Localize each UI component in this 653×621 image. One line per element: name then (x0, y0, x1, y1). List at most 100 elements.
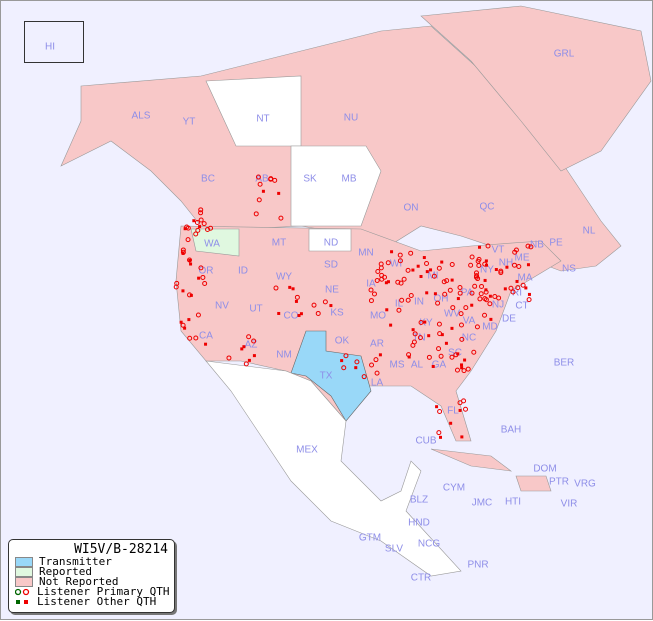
listener-marker (261, 189, 265, 193)
land-sk-mb (290, 145, 382, 227)
listener-marker (440, 260, 444, 264)
listener-marker (180, 249, 186, 255)
land-wa (190, 228, 240, 257)
listener-marker (373, 357, 379, 363)
legend: WI5V/B-28214 Transmitter Reported Not Re… (8, 539, 175, 613)
region-label-gtm: GTM (358, 532, 382, 544)
region-label-on: ON (403, 202, 419, 214)
listener-marker (435, 300, 441, 306)
listener-marker (405, 297, 411, 303)
listener-marker (513, 247, 519, 253)
region-label-tx: TX (319, 370, 333, 382)
listener-marker (397, 258, 403, 264)
region-label-mb: MB (341, 173, 357, 185)
listener-marker (256, 197, 262, 203)
listener-marker (378, 265, 384, 271)
listener-marker (200, 274, 206, 280)
listener-marker (243, 361, 249, 367)
listener-marker (374, 370, 380, 376)
region-label-yt: YT (182, 116, 196, 128)
listener-marker (189, 262, 193, 266)
listener-marker (471, 349, 477, 355)
region-label-nc: NC (461, 332, 477, 344)
region-label-ia: IA (366, 278, 376, 290)
listener-marker (247, 358, 251, 362)
listener-marker (411, 268, 415, 272)
region-label-dom: DOM (533, 463, 557, 475)
region-label-ok: OK (334, 335, 350, 347)
listener-marker (416, 264, 420, 268)
listener-marker (515, 285, 521, 291)
region-label-nd: ND (323, 237, 339, 249)
listener-marker (527, 292, 531, 296)
listener-marker (520, 282, 526, 288)
region-label-bc: BC (201, 173, 215, 185)
listener-marker (369, 362, 375, 368)
legend-item-not-reported: Not Reported (9, 576, 174, 587)
region-label-pa: PA (460, 287, 474, 299)
listener-marker (515, 279, 519, 283)
listener-marker (399, 297, 405, 303)
region-label-co: CO (283, 310, 299, 322)
listener-marker (482, 312, 488, 318)
listener-marker (478, 291, 484, 297)
listener-marker (465, 366, 471, 372)
circle-marker-icon (15, 588, 31, 596)
listener-marker (468, 262, 474, 268)
listener-marker (435, 405, 439, 409)
listener-marker (450, 278, 454, 282)
listener-marker (484, 259, 488, 263)
listener-marker (198, 225, 202, 229)
listener-marker (438, 353, 444, 359)
region-label-sk: SK (303, 173, 317, 185)
listener-marker (390, 250, 394, 254)
region-label-mt: MT (271, 237, 287, 249)
listener-marker (375, 269, 381, 275)
listener-marker (187, 292, 193, 298)
listener-marker (436, 346, 442, 352)
listener-marker (456, 297, 460, 301)
listener-marker (205, 227, 211, 233)
region-label-nb: NB (530, 239, 544, 251)
region-label-md: MD (482, 321, 498, 333)
listener-marker (503, 287, 507, 291)
legend-item-reported: Reported (9, 566, 174, 577)
listener-marker (436, 265, 442, 271)
listener-marker (198, 217, 204, 223)
listener-marker (482, 296, 488, 302)
listener-marker (417, 335, 423, 341)
listener-marker (427, 334, 431, 338)
listener-marker (408, 250, 414, 256)
listener-marker (418, 320, 424, 326)
listener-marker (193, 335, 199, 341)
region-label-oh: OH (433, 293, 449, 305)
listener-marker (447, 287, 453, 293)
listener-marker (484, 263, 488, 267)
region-label-or: OR (198, 265, 214, 277)
legend-item-other-qth: Listener Other QTH (9, 596, 174, 607)
listener-marker (453, 352, 459, 358)
hawaii-inset (24, 21, 84, 63)
listener-marker (192, 219, 196, 223)
listener-marker (444, 341, 448, 345)
listener-marker (492, 293, 498, 299)
listener-marker (433, 292, 437, 296)
region-label-ms: MS (389, 359, 405, 371)
region-label-az: AZ (244, 339, 258, 351)
listener-marker (498, 270, 504, 276)
listener-marker (197, 276, 201, 280)
listener-marker (343, 353, 349, 359)
region-label-nl: NL (582, 225, 596, 237)
listener-marker (341, 365, 347, 371)
region-label-ma: MA (517, 272, 533, 284)
listener-marker (315, 310, 321, 316)
listener-marker (458, 311, 464, 317)
listener-marker (444, 278, 450, 284)
listener-marker (524, 286, 528, 290)
region-label-ber: BER (553, 357, 575, 369)
listener-marker (441, 279, 447, 285)
listener-marker (180, 247, 186, 253)
region-label-nv: NV (215, 300, 229, 312)
